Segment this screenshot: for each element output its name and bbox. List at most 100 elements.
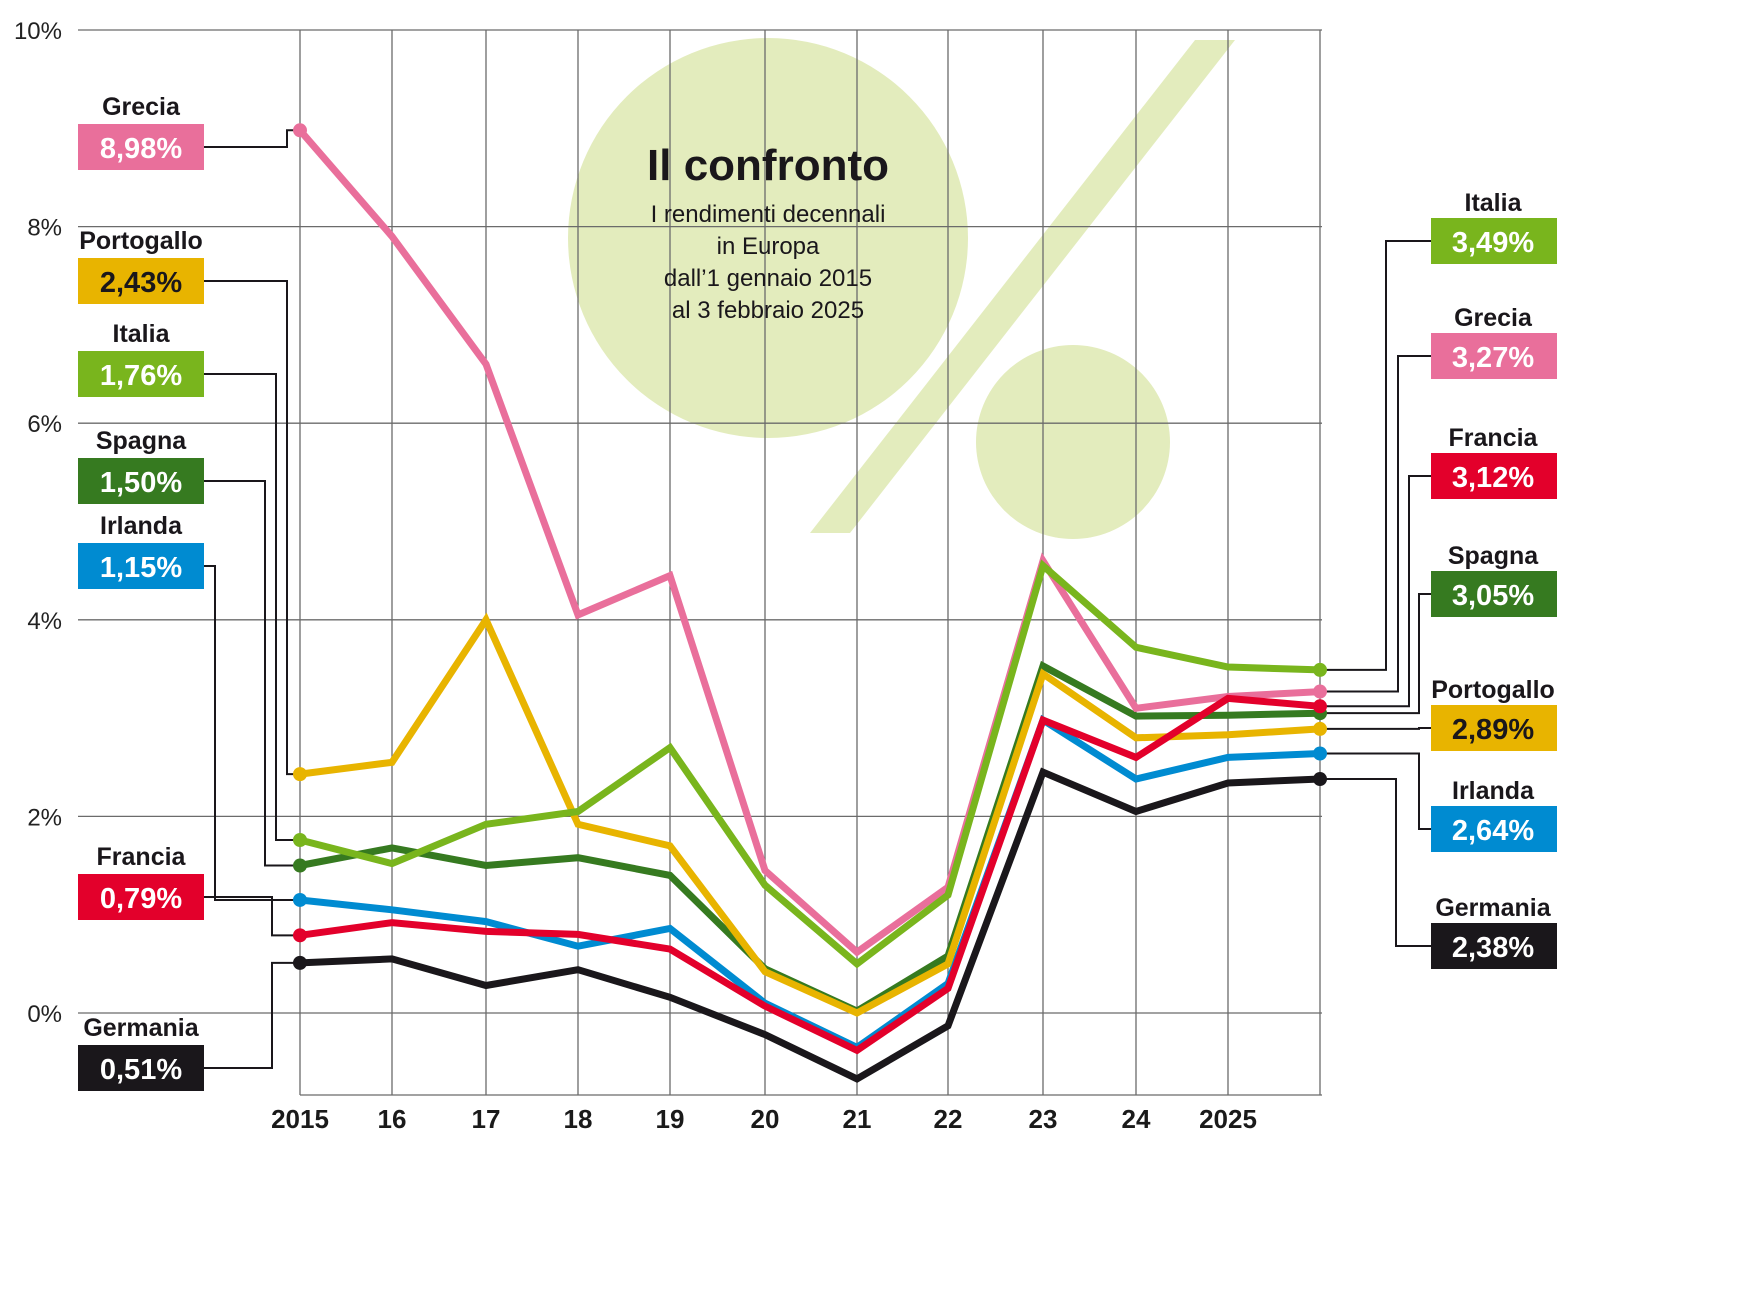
end-label-portogallo: Portogallo 2,89% [1431, 676, 1557, 751]
chart-subtitle-line-2: in Europa [717, 233, 820, 260]
chart-title: Il confronto [647, 141, 889, 190]
value-badge-text: 0,51% [100, 1054, 182, 1086]
country-name: Irlanda [100, 512, 183, 540]
chart-subtitle-line-3: dall’1 gennaio 2015 [664, 265, 872, 292]
title-block: Il confronto I rendimenti decennali in E… [647, 141, 889, 324]
connector-start-portogallo [203, 280, 300, 776]
value-badge [78, 351, 204, 397]
country-name: Francia [97, 843, 187, 871]
start-label-portogallo: Portogallo 2,43% [78, 227, 204, 304]
grid [78, 29, 1322, 1096]
decor-small-circle [976, 345, 1170, 539]
series-line-portogallo [299, 612, 1321, 1017]
x-tick-label: 24 [1122, 1104, 1151, 1134]
end-label-germania: Germania 2,38% [1431, 894, 1557, 969]
value-badge-text: 3,12% [1452, 462, 1534, 494]
x-tick-label: 2015 [271, 1104, 329, 1134]
start-label-francia: Francia 0,79% [78, 843, 204, 920]
start-point-francia [293, 928, 307, 943]
country-name: Germania [83, 1014, 199, 1042]
chart-subtitle-line-1: I rendimenti decennali [651, 201, 886, 228]
x-tick-label: 19 [656, 1104, 685, 1134]
x-tick-label: 16 [378, 1104, 407, 1134]
connector-end-germania [1320, 778, 1431, 947]
country-name: Irlanda [1452, 777, 1535, 805]
chart-subtitle-line-4: al 3 febbraio 2025 [672, 297, 864, 324]
connector-start-francia [203, 896, 300, 937]
end-point-grecia [1313, 684, 1327, 699]
end-point-portogallo [1313, 721, 1327, 736]
country-name: Germania [1435, 894, 1551, 922]
x-tick-label: 23 [1029, 1104, 1058, 1134]
end-label-francia: Francia 3,12% [1431, 424, 1557, 499]
x-tick-label: 18 [564, 1104, 593, 1134]
connector-end-spagna [1320, 593, 1431, 715]
connector-end-portogallo [1320, 727, 1431, 730]
y-tick-label: 0% [27, 1001, 62, 1028]
value-badge-text: 3,49% [1452, 227, 1534, 259]
value-badge-text: 2,64% [1452, 815, 1534, 847]
country-name: Francia [1449, 424, 1539, 452]
value-badge [1431, 218, 1557, 264]
series-line-francia [299, 694, 1321, 1055]
connector-end-francia [1320, 475, 1431, 708]
start-label-irlanda: Irlanda 1,15% [78, 512, 204, 589]
y-tick-label: 6% [27, 411, 62, 438]
series-line-germania [299, 767, 1321, 1083]
x-tick-label: 2025 [1199, 1104, 1257, 1134]
x-tick-label: 20 [751, 1104, 780, 1134]
connector-end-irlanda [1320, 752, 1431, 830]
end-point-italia [1313, 662, 1327, 677]
start-label-italia: Italia 1,76% [78, 320, 204, 397]
series-lines [297, 128, 1321, 1083]
value-badge [78, 1045, 204, 1091]
connector-end-italia [1320, 240, 1431, 671]
value-badge [1431, 806, 1557, 852]
end-point-germania [1313, 772, 1327, 787]
end-point-francia [1313, 699, 1327, 714]
end-label-irlanda: Irlanda 2,64% [1431, 777, 1557, 852]
country-name: Grecia [1454, 304, 1533, 332]
percent-sign-decoration [568, 38, 1235, 539]
country-name: Grecia [102, 93, 181, 121]
value-badge [1431, 571, 1557, 617]
y-tick-label: 2% [27, 804, 62, 831]
start-point-spagna [293, 858, 307, 873]
connector-start-grecia [203, 129, 300, 148]
x-tick-label: 21 [843, 1104, 872, 1134]
start-point-portogallo [293, 767, 307, 782]
y-tick-label: 10% [14, 18, 62, 45]
end-label-grecia: Grecia 3,27% [1431, 304, 1557, 379]
value-badge-text: 0,79% [100, 883, 182, 915]
value-badge-text: 2,38% [1452, 932, 1534, 964]
country-name: Italia [113, 320, 171, 348]
series-line-grecia [297, 128, 1321, 957]
value-badge [1431, 923, 1557, 969]
connector-start-spagna [203, 480, 300, 867]
start-label-spagna: Spagna 1,50% [78, 427, 204, 504]
connector-start-germania [203, 961, 300, 1069]
value-badge [1431, 705, 1557, 751]
value-badge-text: 1,15% [100, 552, 182, 584]
value-badge [1431, 333, 1557, 379]
y-tick-label: 4% [27, 608, 62, 635]
value-badge [78, 458, 204, 504]
value-badge [1431, 453, 1557, 499]
label-connectors [203, 129, 1431, 1069]
value-badge-text: 8,98% [100, 133, 182, 165]
end-label-italia: Italia 3,49% [1431, 189, 1557, 264]
end-label-spagna: Spagna 3,05% [1431, 542, 1557, 617]
x-axis-ticks: 2015 16 17 18 19 20 21 22 23 24 2025 [271, 1104, 1257, 1134]
series-line-italia [299, 559, 1321, 969]
value-badge-text: 3,05% [1452, 580, 1534, 612]
x-tick-label: 17 [472, 1104, 501, 1134]
decor-big-circle [568, 38, 968, 438]
value-badge [78, 874, 204, 920]
country-name: Portogallo [1431, 676, 1555, 704]
connector-start-italia [203, 373, 300, 841]
series-endpoints [293, 123, 1327, 970]
x-tick-label: 22 [934, 1104, 963, 1134]
country-name: Italia [1465, 189, 1523, 217]
value-badge [78, 258, 204, 304]
